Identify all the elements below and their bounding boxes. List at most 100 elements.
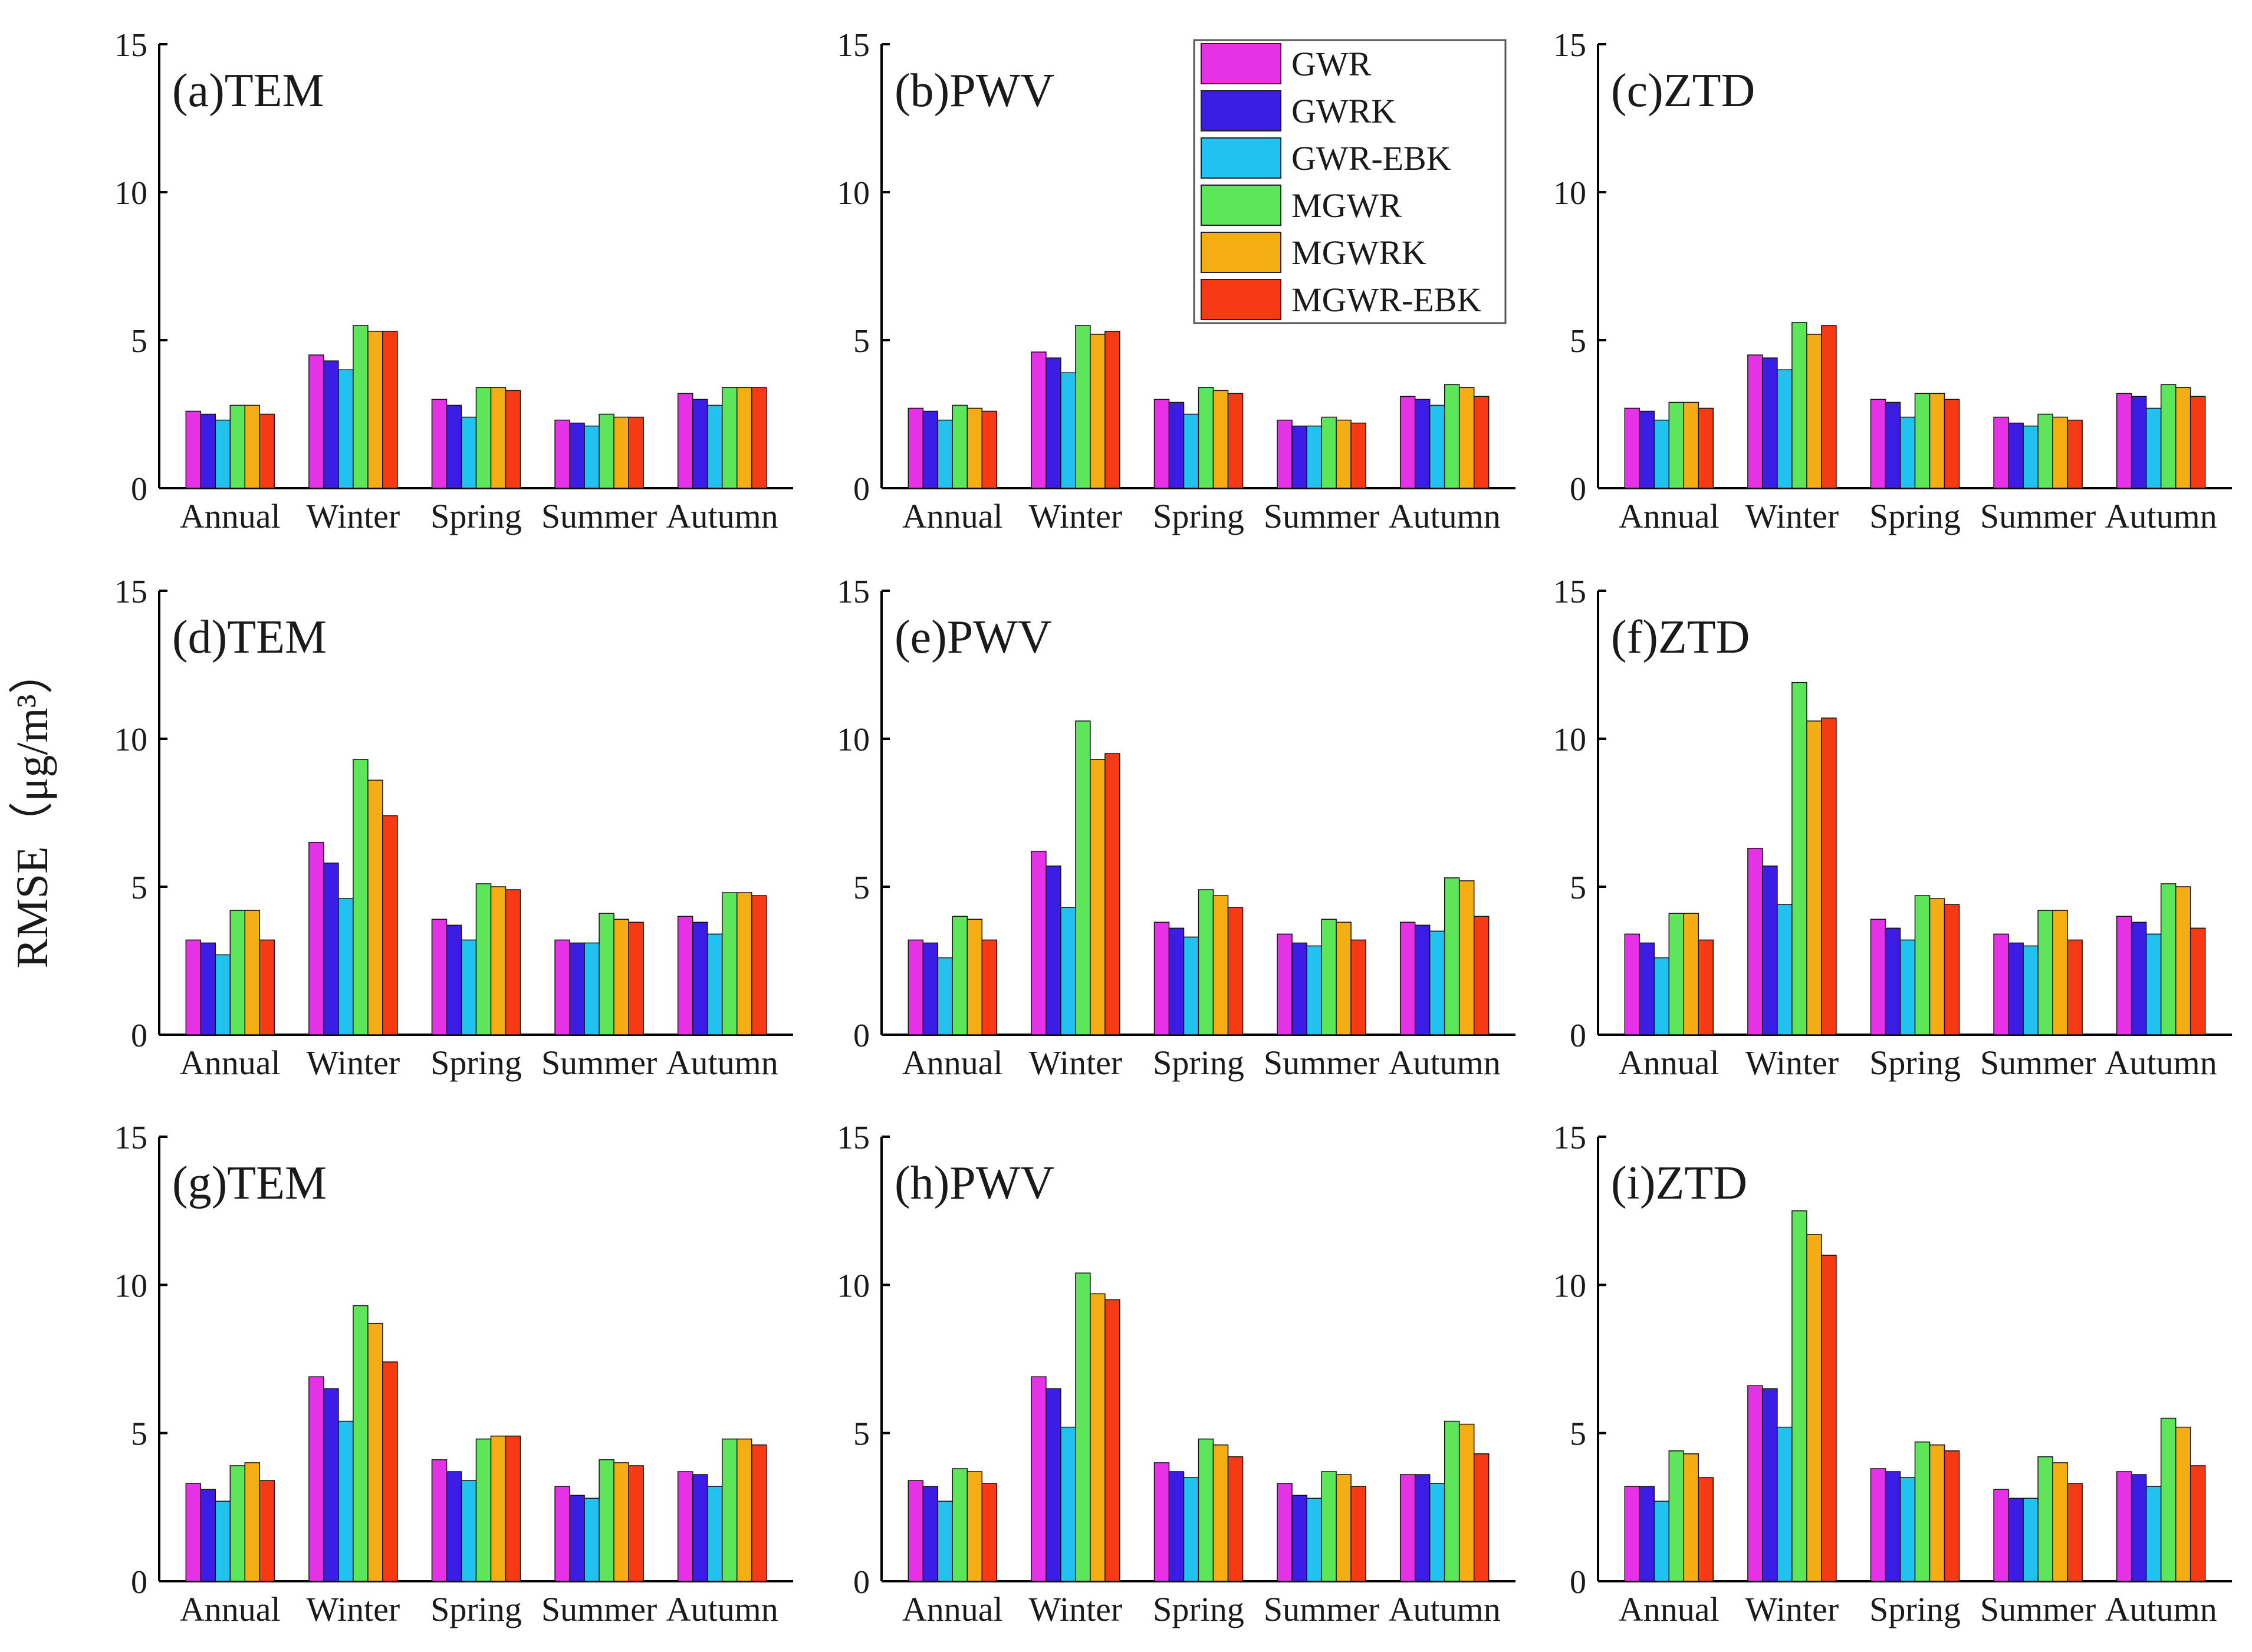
bar-gwr-ebk-spring <box>461 416 477 489</box>
bar-gwrk-summer <box>1291 1495 1307 1582</box>
bar-gwr-ebk-annual <box>215 419 231 489</box>
bar-mgwrk-spring <box>1212 1444 1229 1582</box>
x-tick-label: Summer <box>1980 497 2096 535</box>
bar-mgwrk-annual <box>1683 402 1699 489</box>
legend-label-mgwr-ebk: MGWR-EBK <box>1291 281 1481 319</box>
bar-gwrk-winter <box>1762 866 1778 1035</box>
bar-mgwr-autumn <box>2160 1417 2177 1582</box>
bar-mgwr-ebk-autumn <box>751 895 767 1035</box>
bar-gwrk-winter <box>1046 866 1061 1035</box>
bar-gwr-annual <box>908 1480 924 1582</box>
bar-gwr-spring <box>431 399 448 489</box>
bar-gwr-annual <box>185 1483 202 1582</box>
bar-gwrk-spring <box>1885 927 1901 1035</box>
bar-gwr-autumn <box>1399 396 1416 489</box>
bar-mgwr-ebk-winter <box>382 331 398 489</box>
bar-mgwr-summer <box>1321 1471 1337 1582</box>
bar-mgwr-spring <box>1198 387 1214 489</box>
bar-mgwr-ebk-annual <box>981 939 998 1035</box>
bar-mgwr-annual <box>952 1468 968 1582</box>
bar-gwrk-winter <box>323 863 339 1035</box>
x-tick-label: Winter <box>307 1590 400 1628</box>
bar-mgwrk-winter <box>367 1322 383 1582</box>
legend-swatch-mgwr-ebk <box>1201 279 1281 320</box>
y-tick-label: 10 <box>114 1268 147 1304</box>
x-tick-label: Spring <box>1153 497 1244 535</box>
bar-mgwrk-summer <box>2052 416 2068 489</box>
panel-atem: 0 5 10 15 (a)TEM Annual Winter Spring Summer Autu… <box>114 27 793 535</box>
y-tick-label: 15 <box>114 1120 147 1156</box>
x-tick-label: Winter <box>1745 1590 1839 1628</box>
bar-gwr-autumn <box>2116 393 2132 489</box>
bar-gwr-ebk-spring <box>1899 939 1916 1035</box>
bar-gwrk-spring <box>1885 402 1901 489</box>
bar-mgwr-ebk-autumn <box>1473 396 1490 489</box>
bar-mgwr-ebk-annual <box>981 410 998 489</box>
bar-mgwr-spring <box>475 883 492 1035</box>
bar-gwrk-autumn <box>692 922 708 1035</box>
bar-gwr-winter <box>1747 1385 1763 1582</box>
bar-gwr-summer <box>1993 1489 2009 1582</box>
legend-swatch-gwr-ebk <box>1201 137 1281 179</box>
bar-mgwr-annual <box>229 1465 246 1582</box>
bar-mgwr-autumn <box>1444 877 1460 1035</box>
bar-mgwrk-summer <box>613 919 629 1035</box>
bar-mgwr-ebk-autumn <box>2189 927 2206 1035</box>
bar-mgwr-ebk-winter <box>1821 1255 1837 1582</box>
bar-gwrk-summer <box>569 1495 585 1582</box>
bar-gwrk-annual <box>1639 942 1655 1035</box>
x-tick-label: Summer <box>1264 1590 1380 1628</box>
bar-mgwrk-winter <box>1090 1293 1106 1582</box>
bar-gwrk-summer <box>1291 425 1307 489</box>
y-tick-label: 5 <box>853 870 870 906</box>
bar-mgwrk-spring <box>1212 895 1229 1035</box>
bar-mgwr-ebk-spring <box>505 889 521 1035</box>
bar-gwr-winter <box>1747 354 1763 489</box>
x-tick-label: Summer <box>1264 497 1380 535</box>
bar-mgwr-spring <box>1198 1438 1214 1582</box>
panel-title: (e)PWV <box>895 611 1052 663</box>
bar-mgwr-ebk-summer <box>1350 1486 1366 1582</box>
legend-label-mgwrk: MGWRK <box>1291 233 1426 272</box>
y-tick-label: 10 <box>1553 722 1586 758</box>
bar-mgwr-winter <box>353 1305 369 1582</box>
bar-mgwr-winter <box>1075 1272 1091 1582</box>
bar-gwrk-spring <box>446 1471 462 1582</box>
x-tick-label: Spring <box>1153 1590 1244 1628</box>
bar-mgwr-annual <box>229 404 246 489</box>
bar-gwr-autumn <box>2116 916 2132 1035</box>
bar-mgwr-winter <box>1791 322 1807 489</box>
bar-gwr-spring <box>1153 1462 1170 1582</box>
bar-gwrk-spring <box>446 404 462 489</box>
bar-mgwr-ebk-autumn <box>2189 396 2206 489</box>
x-tick-label: Spring <box>430 1044 522 1082</box>
bar-mgwrk-annual <box>966 407 983 489</box>
legend: GWR GWRK GWR-EBK MGWR MGWRK MGWR-EBK <box>1193 39 1507 324</box>
bar-mgwr-summer <box>599 1459 614 1582</box>
panel-title: (i)ZTD <box>1611 1157 1747 1209</box>
y-tick-label: 10 <box>114 722 147 758</box>
bar-gwrk-summer <box>2008 1498 2024 1582</box>
bar-mgwr-summer <box>2037 1456 2053 1582</box>
bar-mgwr-spring <box>1914 393 1931 489</box>
y-tick-label: 5 <box>131 323 147 360</box>
x-tick-label: Winter <box>307 1044 400 1082</box>
bar-gwrk-autumn <box>1414 924 1431 1035</box>
bar-gwr-winter <box>1031 1376 1047 1582</box>
y-tick-label: 5 <box>1570 1416 1586 1453</box>
bar-mgwrk-winter <box>1090 334 1106 489</box>
bar-gwrk-autumn <box>692 1474 708 1582</box>
bar-mgwr-spring <box>1198 889 1214 1035</box>
bar-mgwrk-annual <box>1683 913 1699 1035</box>
bar-mgwrk-summer <box>613 416 629 489</box>
panel-title: (h)PWV <box>895 1157 1054 1209</box>
bar-gwr-spring <box>1153 399 1170 489</box>
bar-gwr-ebk-winter <box>338 898 354 1035</box>
bar-mgwrk-spring <box>1929 1444 1945 1582</box>
bar-mgwrk-annual <box>244 910 261 1035</box>
x-tick-label: Summer <box>1980 1590 2096 1628</box>
x-tick-label: Spring <box>430 497 522 535</box>
bar-gwr-annual <box>185 410 202 489</box>
bar-mgwr-spring <box>475 1438 492 1582</box>
bar-gwr-autumn <box>677 393 693 489</box>
